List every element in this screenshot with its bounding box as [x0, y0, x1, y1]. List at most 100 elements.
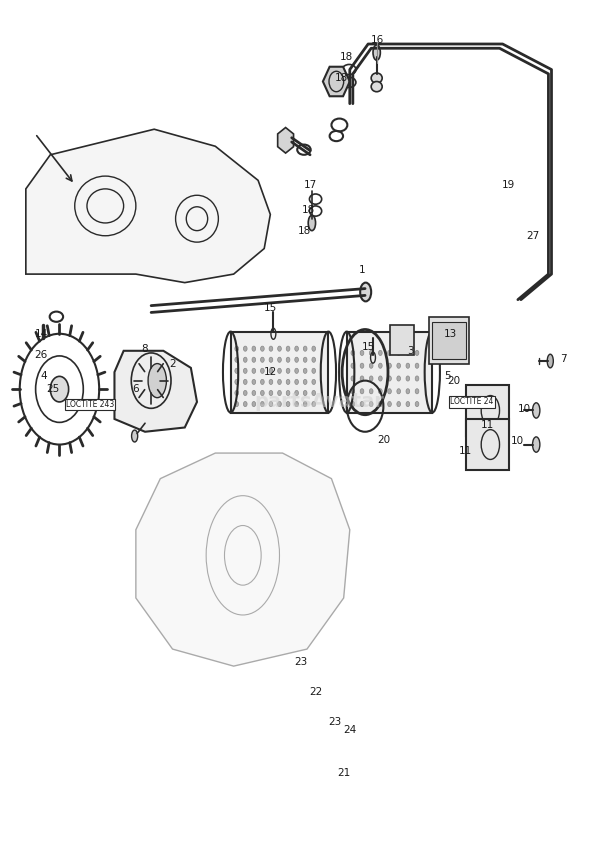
Circle shape	[252, 357, 255, 363]
Circle shape	[278, 369, 281, 374]
Circle shape	[235, 357, 239, 363]
Circle shape	[252, 346, 255, 351]
Ellipse shape	[308, 215, 316, 231]
Circle shape	[360, 376, 364, 381]
Circle shape	[406, 376, 410, 381]
Circle shape	[286, 369, 290, 374]
Circle shape	[378, 389, 382, 394]
Circle shape	[387, 402, 391, 407]
Circle shape	[360, 389, 364, 394]
Circle shape	[260, 346, 264, 351]
Text: LOCTITE 243: LOCTITE 243	[66, 400, 114, 409]
Ellipse shape	[371, 73, 382, 83]
Text: 26: 26	[34, 350, 48, 360]
Circle shape	[370, 351, 373, 356]
Circle shape	[243, 402, 247, 407]
Text: 7: 7	[561, 354, 567, 364]
Circle shape	[397, 389, 400, 394]
Circle shape	[252, 369, 255, 374]
Circle shape	[243, 391, 247, 396]
Circle shape	[269, 369, 273, 374]
Polygon shape	[323, 67, 350, 97]
Text: 17: 17	[303, 180, 317, 190]
Circle shape	[295, 402, 298, 407]
Circle shape	[351, 351, 355, 356]
Ellipse shape	[360, 283, 371, 301]
Ellipse shape	[532, 403, 540, 418]
Ellipse shape	[148, 363, 166, 398]
Circle shape	[50, 376, 69, 402]
Ellipse shape	[371, 81, 382, 91]
Circle shape	[260, 380, 264, 385]
Circle shape	[252, 402, 255, 407]
Polygon shape	[278, 127, 293, 153]
Text: 15: 15	[263, 304, 277, 313]
Circle shape	[397, 376, 400, 381]
Circle shape	[351, 376, 355, 381]
Circle shape	[370, 402, 373, 407]
Text: 8: 8	[142, 344, 149, 354]
Text: 22: 22	[309, 687, 323, 697]
Circle shape	[295, 357, 298, 363]
Bar	[347, 332, 432, 413]
Circle shape	[378, 376, 382, 381]
Text: 18: 18	[335, 73, 349, 83]
Circle shape	[243, 346, 247, 351]
Text: 18: 18	[298, 227, 311, 237]
Ellipse shape	[373, 44, 380, 60]
Circle shape	[378, 351, 382, 356]
Circle shape	[269, 402, 273, 407]
Text: 4: 4	[41, 371, 47, 381]
Circle shape	[406, 389, 410, 394]
Polygon shape	[26, 129, 270, 283]
Text: 27: 27	[527, 231, 540, 241]
Circle shape	[378, 363, 382, 369]
Polygon shape	[114, 351, 197, 432]
Circle shape	[286, 357, 290, 363]
Ellipse shape	[547, 354, 553, 368]
Circle shape	[235, 346, 239, 351]
Ellipse shape	[131, 430, 138, 442]
Text: 10: 10	[518, 404, 530, 414]
Circle shape	[370, 376, 373, 381]
Circle shape	[252, 380, 255, 385]
Circle shape	[312, 346, 316, 351]
Bar	[429, 316, 469, 363]
Text: 5: 5	[445, 371, 451, 381]
Text: 18: 18	[301, 205, 315, 215]
Circle shape	[235, 391, 239, 396]
Circle shape	[260, 357, 264, 363]
Circle shape	[260, 402, 264, 407]
Circle shape	[360, 363, 364, 369]
Circle shape	[370, 389, 373, 394]
Circle shape	[312, 391, 316, 396]
Text: 12: 12	[263, 367, 277, 377]
Bar	[389, 325, 414, 355]
Text: 20: 20	[377, 435, 390, 445]
Text: 6: 6	[133, 384, 139, 394]
Text: 3: 3	[408, 345, 414, 356]
Circle shape	[351, 402, 355, 407]
Circle shape	[295, 380, 298, 385]
Circle shape	[387, 389, 391, 394]
Circle shape	[406, 363, 410, 369]
Circle shape	[312, 380, 316, 385]
Circle shape	[303, 369, 307, 374]
Bar	[432, 321, 466, 359]
Circle shape	[269, 346, 273, 351]
Circle shape	[303, 402, 307, 407]
Circle shape	[406, 402, 410, 407]
Circle shape	[397, 402, 400, 407]
Circle shape	[406, 351, 410, 356]
Circle shape	[286, 402, 290, 407]
Circle shape	[312, 402, 316, 407]
Text: 14: 14	[34, 329, 48, 339]
Circle shape	[278, 380, 281, 385]
Circle shape	[378, 402, 382, 407]
Circle shape	[415, 376, 419, 381]
Ellipse shape	[532, 437, 540, 452]
Circle shape	[312, 369, 316, 374]
Text: 11: 11	[481, 420, 494, 430]
Circle shape	[415, 389, 419, 394]
Circle shape	[278, 357, 281, 363]
